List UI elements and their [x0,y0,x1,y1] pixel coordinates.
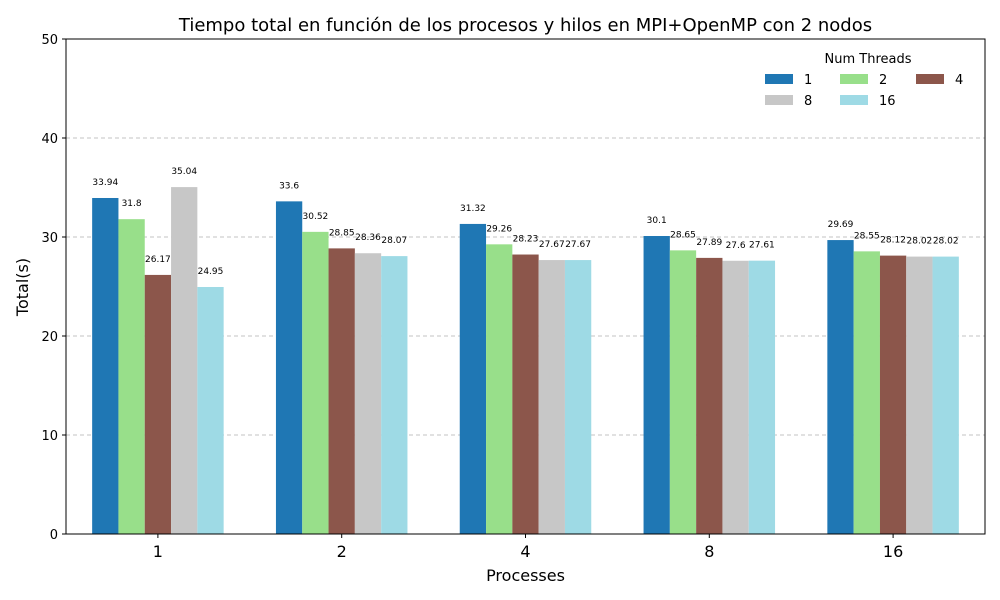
bar-series-2-4 [486,244,513,535]
bar-series-4-2 [328,248,355,534]
y-axis-label: Total(s) [13,258,32,317]
bar-series-4-8 [696,257,723,534]
bar-series-16-8 [748,260,776,534]
data-label: 24.95 [198,267,224,277]
legend-label-16: 16 [879,94,896,109]
chart-title: Tiempo total en función de los procesos … [178,15,872,36]
bar-series-16-1 [197,286,224,534]
data-label: 28.07 [381,236,407,246]
data-label: 31.8 [122,199,142,209]
data-label: 29.69 [828,220,854,230]
legend-label-8: 8 [804,94,812,109]
data-label: 28.12 [880,236,906,246]
data-label: 31.32 [460,204,486,214]
bar-series-8-1 [171,187,198,534]
bar-series-1-2 [275,201,303,535]
bar-series-8-8 [722,260,749,534]
legend-swatch-16 [840,95,868,105]
bar-series-2-8 [669,250,697,535]
bar-series-2-1 [118,219,145,534]
legend-swatch-4 [916,74,944,84]
legend-swatch-8 [765,95,793,105]
x-tick-label: 8 [704,542,714,561]
bar-series-8-16 [906,256,933,534]
axes: 0 10 20 30 40 50 1 2 4 8 16 [41,33,903,561]
bar-series-16-16 [932,256,959,534]
x-tick-label: 16 [883,542,903,561]
bars [92,187,959,535]
data-label: 28.55 [854,231,880,241]
y-tick-label: 50 [41,33,58,48]
data-label: 27.67 [539,240,565,250]
data-label: 33.6 [279,181,299,191]
bar-series-4-4 [512,254,539,534]
legend-swatch-2 [840,74,868,84]
y-tick-label: 20 [41,330,58,345]
bar-series-8-2 [354,253,382,534]
data-label: 27.61 [749,241,775,251]
legend-swatch-1 [765,74,793,84]
bar-series-4-16 [879,255,907,534]
y-tick-label: 10 [41,429,58,444]
y-tick-label: 0 [50,528,58,543]
data-label: 30.52 [303,212,329,222]
legend-title: Num Threads [825,52,912,67]
y-tick-label: 30 [41,231,58,246]
bar-series-1-1 [92,197,119,534]
data-label: 35.04 [171,167,197,177]
legend-label-1: 1 [804,73,812,88]
bar-series-4-1 [144,274,172,534]
data-label: 28.23 [513,235,539,245]
data-label: 26.17 [145,255,171,265]
data-label: 29.26 [486,224,512,234]
x-tick-label: 2 [337,542,347,561]
bar-series-16-4 [564,260,592,534]
data-label: 28.65 [670,230,696,240]
bar-series-16-2 [381,256,408,534]
bar-series-1-4 [459,223,487,534]
data-label: 27.67 [565,240,591,250]
legend-label-2: 2 [879,73,887,88]
bar-series-8-4 [538,260,565,534]
data-label: 27.89 [696,238,722,248]
data-label: 30.1 [647,216,667,226]
bar-series-2-16 [853,251,880,535]
y-tick-label: 40 [41,132,58,147]
x-tick-label: 1 [153,542,163,561]
data-label: 28.36 [355,233,381,243]
x-axis-label: Processes [486,566,565,585]
data-label: 28.85 [329,228,355,238]
bar-series-2-2 [302,231,329,535]
data-label: 28.02 [907,237,933,247]
legend-label-4: 4 [955,73,963,88]
data-label: 27.6 [726,241,746,251]
x-tick-label: 4 [520,542,530,561]
data-label: 28.02 [933,237,959,247]
bar-series-1-16 [827,240,854,534]
legend: Num Threads 1 2 4 8 16 [765,52,963,109]
data-label: 33.94 [92,178,118,188]
bar-series-1-8 [643,236,670,534]
